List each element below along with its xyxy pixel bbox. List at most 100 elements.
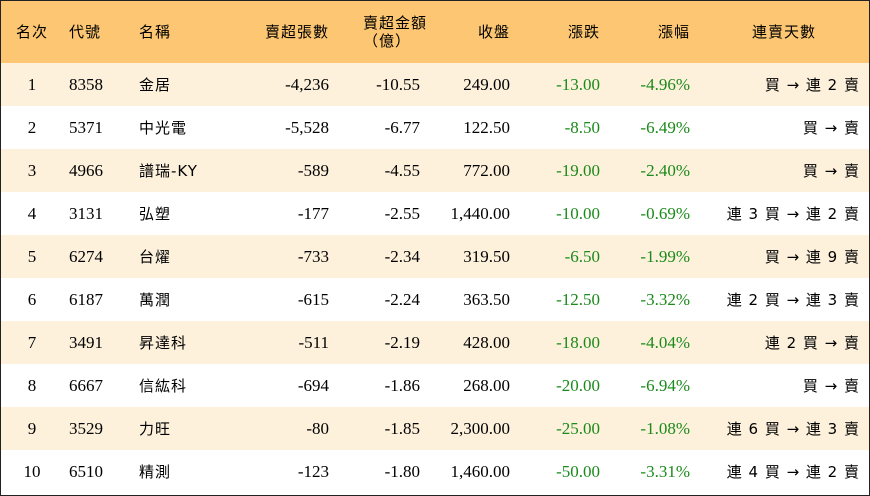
cell-close: 363.50 — [463, 289, 510, 309]
cell-rank: 9 — [27, 418, 37, 438]
header-change: 漲跌 — [567, 23, 600, 41]
cell-code: 5371 — [69, 117, 103, 137]
cell-rank: 6 — [27, 289, 37, 309]
cell-net-sell-amount: -4.55 — [384, 160, 420, 180]
cell-rank: 4 — [27, 203, 37, 223]
cell-change-pct: -6.94% — [640, 375, 690, 395]
cell-name: 譜瑞-KY — [139, 162, 198, 180]
cell-close: 2,300.00 — [450, 418, 511, 438]
cell-change: -10.00 — [556, 203, 600, 223]
cell-name: 中光電 — [139, 119, 188, 137]
table-row: 1 8358 金居 -4,236 -10.55 249.00 -13.00 -4.96% 買 →… — [1, 63, 869, 106]
cell-net-sell-lots: -615 — [297, 289, 329, 309]
cell-streak: 買 → 賣 — [802, 119, 860, 137]
cell-net-sell-amount: -2.34 — [384, 246, 420, 266]
cell-change: -20.00 — [556, 375, 600, 395]
header-net-sell-amount-unit: （億） — [362, 32, 411, 50]
cell-close: 122.50 — [463, 117, 510, 137]
header-net-sell-lots: 賣超張數 — [264, 23, 329, 41]
cell-net-sell-amount: -2.24 — [384, 289, 420, 309]
header-change-pct: 漲幅 — [657, 23, 690, 41]
table-row: 9 3529 力旺 -80 -1.85 2,300.00 -25.00 -1.08% 連 6 買… — [1, 407, 869, 450]
cell-net-sell-lots: -177 — [297, 203, 329, 223]
cell-change: -6.50 — [564, 246, 600, 266]
cell-streak: 連 3 買 → 連 2 賣 — [726, 205, 860, 223]
cell-rank: 8 — [27, 375, 37, 395]
cell-net-sell-lots: -694 — [297, 375, 329, 395]
cell-change: -19.00 — [556, 160, 600, 180]
cell-rank: 5 — [27, 246, 37, 266]
cell-change: -12.50 — [556, 289, 600, 309]
cell-code: 6667 — [69, 375, 103, 395]
header-streak: 連賣天數 — [751, 23, 816, 41]
cell-change-pct: -0.69% — [640, 203, 690, 223]
cell-close: 1,440.00 — [450, 203, 511, 223]
cell-change: -50.00 — [556, 461, 600, 481]
cell-change-pct: -4.04% — [640, 332, 690, 352]
cell-streak: 連 4 買 → 連 2 賣 — [726, 463, 860, 481]
cell-change: -18.00 — [556, 332, 600, 352]
table-row: 2 5371 中光電 -5,528 -6.77 122.50 -8.50 -6.49% 買 → … — [1, 106, 869, 149]
cell-code: 6510 — [69, 461, 103, 481]
cell-net-sell-amount: -2.19 — [384, 332, 420, 352]
cell-streak: 買 → 賣 — [802, 162, 860, 180]
cell-net-sell-amount: -1.80 — [384, 461, 420, 481]
cell-change-pct: -6.49% — [640, 117, 690, 137]
cell-net-sell-amount: -2.55 — [384, 203, 420, 223]
cell-change: -13.00 — [556, 74, 600, 94]
table-row: 3 4966 譜瑞-KY -589 -4.55 772.00 -19.00 -2.40% 買 →… — [1, 149, 869, 192]
cell-net-sell-lots: -80 — [306, 418, 329, 438]
cell-name: 精測 — [139, 463, 172, 481]
cell-close: 772.00 — [463, 160, 510, 180]
cell-code: 3491 — [69, 332, 103, 352]
cell-close: 428.00 — [463, 332, 510, 352]
header-code: 代號 — [69, 23, 102, 41]
cell-net-sell-amount: -1.85 — [384, 418, 420, 438]
cell-code: 6274 — [69, 246, 103, 266]
cell-change-pct: -1.99% — [640, 246, 690, 266]
cell-change-pct: -4.96% — [640, 74, 690, 94]
cell-close: 249.00 — [463, 74, 510, 94]
cell-net-sell-lots: -733 — [297, 246, 329, 266]
cell-code: 3529 — [69, 418, 103, 438]
table-row: 10 6510 精測 -123 -1.80 1,460.00 -50.00 -3.31% 連 4… — [1, 450, 869, 493]
cell-name: 台燿 — [139, 248, 172, 266]
cell-name: 萬潤 — [139, 291, 172, 309]
cell-close: 319.50 — [463, 246, 510, 266]
cell-change-pct: -3.31% — [640, 461, 690, 481]
cell-rank: 1 — [27, 74, 37, 94]
cell-net-sell-amount: -1.86 — [384, 375, 420, 395]
cell-streak: 買 → 連 9 賣 — [764, 248, 860, 266]
header-name: 名稱 — [139, 23, 172, 41]
cell-change: -8.50 — [564, 117, 600, 137]
cell-streak: 買 → 連 2 賣 — [764, 76, 860, 94]
cell-close: 268.00 — [463, 375, 510, 395]
table-row: 6 6187 萬潤 -615 -2.24 363.50 -12.50 -3.32% 連 2 買 … — [1, 278, 869, 321]
table-row: 4 3131 弘塑 -177 -2.55 1,440.00 -10.00 -0.69% 連 3 … — [1, 192, 869, 235]
cell-change: -25.00 — [556, 418, 600, 438]
cell-net-sell-lots: -123 — [297, 461, 329, 481]
table-row: 8 6667 信紘科 -694 -1.86 268.00 -20.00 -6.94% 買 → 賣 — [1, 364, 869, 407]
header-net-sell-amount: 賣超金額 （億） — [329, 1, 429, 63]
table-header-row: 名次 代號 名稱 賣超張數 賣超金額 （億） 收盤 漲跌 漲幅 連賣天數 — [1, 1, 869, 63]
header-close: 收盤 — [477, 23, 510, 41]
cell-change-pct: -3.32% — [640, 289, 690, 309]
cell-rank: 10 — [23, 461, 41, 481]
cell-rank: 7 — [27, 332, 37, 352]
cell-name: 金居 — [139, 76, 172, 94]
table-row: 7 3491 昇達科 -511 -2.19 428.00 -18.00 -4.04% 連 2 買… — [1, 321, 869, 364]
table-row: 5 6274 台燿 -733 -2.34 319.50 -6.50 -1.99% 買 → 連 9… — [1, 235, 869, 278]
cell-net-sell-lots: -5,528 — [285, 117, 329, 137]
cell-code: 6187 — [69, 289, 103, 309]
cell-net-sell-lots: -589 — [297, 160, 329, 180]
cell-streak: 買 → 賣 — [802, 377, 860, 395]
cell-name: 昇達科 — [139, 334, 188, 352]
table-body: 1 8358 金居 -4,236 -10.55 249.00 -13.00 -4.96% 買 →… — [1, 63, 869, 493]
cell-name: 力旺 — [139, 420, 172, 438]
cell-streak: 連 2 買 → 連 3 賣 — [726, 291, 860, 309]
cell-change-pct: -1.08% — [640, 418, 690, 438]
cell-change-pct: -2.40% — [640, 160, 690, 180]
cell-net-sell-amount: -6.77 — [384, 117, 420, 137]
